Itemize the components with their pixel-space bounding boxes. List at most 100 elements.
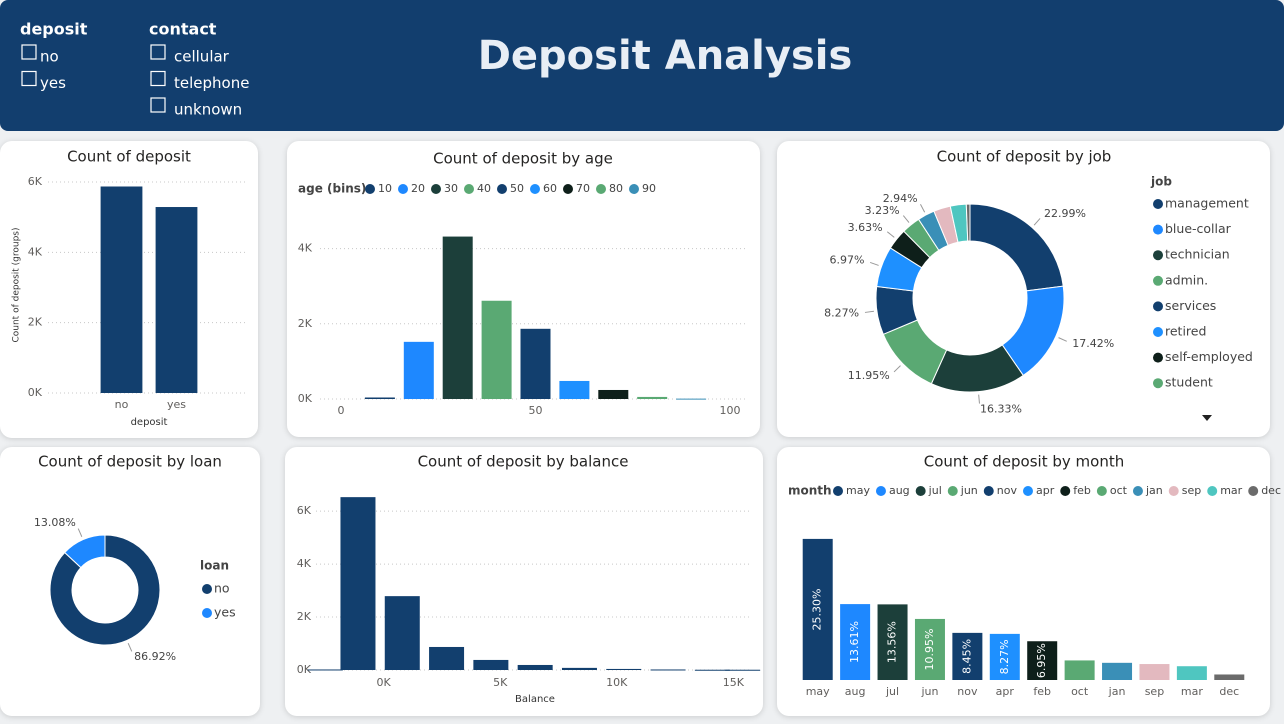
legend-label: 80	[609, 182, 623, 195]
bar	[100, 186, 143, 393]
bar	[637, 396, 668, 399]
leader-line	[869, 261, 879, 266]
checkbox[interactable]	[150, 44, 166, 60]
legend-dot	[1022, 486, 1033, 496]
data-label: 6.95%	[1035, 643, 1048, 678]
legend-label: 90	[642, 182, 656, 195]
x-tick-label: may	[806, 685, 830, 698]
legend-title: age (bins)	[298, 182, 366, 196]
bar	[598, 389, 629, 399]
x-tick-label: jul	[885, 685, 899, 698]
bar	[559, 380, 590, 399]
bar	[989, 633, 1020, 680]
data-label: 8.27%	[824, 306, 859, 319]
x-tick-label: apr	[996, 685, 1015, 698]
bar	[340, 497, 376, 670]
slicer-title: deposit	[20, 20, 88, 39]
leader-line	[978, 394, 980, 404]
legend-label: may	[846, 484, 870, 497]
legend-dot	[947, 486, 958, 496]
bar	[1027, 641, 1058, 680]
data-label: 16.33%	[980, 403, 1022, 416]
checkbox[interactable]	[150, 97, 166, 113]
bar	[517, 664, 553, 670]
chart-title: Count of deposit by age	[433, 150, 613, 168]
legend-dot	[464, 184, 474, 194]
legend-label: jan	[1145, 484, 1163, 497]
slicer-item[interactable]: no	[40, 48, 59, 66]
dashboard-title: Deposit Analysis	[478, 33, 853, 79]
card	[0, 447, 260, 716]
bar	[403, 341, 434, 399]
x-tick-label: yes	[167, 398, 186, 411]
bar	[1214, 674, 1245, 680]
chart-title: Count of deposit by loan	[38, 453, 222, 471]
legend-label: sep	[1182, 484, 1201, 497]
legend-dot	[365, 184, 375, 194]
x-tick-label: oct	[1071, 685, 1089, 698]
y-axis-label: Count of deposit (groups)	[12, 227, 22, 342]
legend-dot	[1153, 250, 1163, 261]
leader-line	[77, 528, 83, 538]
bar	[155, 207, 198, 393]
bar	[561, 667, 597, 670]
checkbox[interactable]	[21, 70, 37, 87]
leader-line	[920, 204, 926, 213]
legend-label: management	[1165, 196, 1249, 211]
slicer-item[interactable]: unknown	[174, 101, 242, 119]
bar	[802, 538, 833, 680]
legend-dot	[1132, 486, 1143, 496]
x-axis-label: Balance	[515, 694, 555, 705]
data-label: 86.92%	[134, 650, 176, 663]
bar	[481, 300, 512, 399]
y-tick-label: 6K	[28, 175, 43, 188]
legend-dot	[563, 184, 573, 194]
donut-slice	[64, 534, 106, 569]
legend-label: 10	[378, 182, 392, 195]
x-tick-label: 15K	[723, 676, 745, 689]
legend-dot	[629, 184, 639, 194]
legend-dot	[530, 184, 540, 194]
y-tick-label: 4K	[298, 242, 313, 255]
legend-label: feb	[1073, 484, 1091, 497]
legend-label: 20	[411, 182, 425, 195]
legend-dot	[1153, 378, 1163, 389]
x-tick-label: 0K	[377, 676, 392, 689]
data-label: 25.30%	[811, 588, 824, 630]
slicer-item[interactable]: cellular	[174, 48, 230, 66]
chart-title: Count of deposit	[67, 148, 191, 166]
legend-label: services	[1165, 298, 1216, 313]
checkbox[interactable]	[150, 70, 166, 87]
legend-dot	[431, 184, 441, 194]
data-label: 3.63%	[848, 221, 883, 234]
bar	[307, 669, 343, 671]
legend-dot	[1153, 199, 1163, 209]
legend-dot	[398, 184, 408, 194]
x-tick-label: 10K	[606, 676, 628, 689]
legend-scroll-arrow[interactable]	[1202, 415, 1212, 421]
leader-line	[902, 215, 910, 223]
data-label: 17.42%	[1072, 337, 1114, 350]
leader-line	[1033, 218, 1041, 226]
x-tick-label: 100	[720, 404, 741, 417]
bar	[914, 618, 945, 680]
slicer-title: contact	[149, 20, 217, 39]
y-tick-label: 6K	[297, 504, 312, 517]
data-label: 3.23%	[865, 204, 900, 217]
checkbox[interactable]	[21, 44, 37, 60]
legend-label: 70	[576, 182, 590, 195]
legend-label: jun	[960, 484, 978, 497]
legend-dot	[833, 486, 843, 496]
y-tick-label: 2K	[297, 610, 312, 623]
bar	[694, 669, 730, 671]
bar	[473, 659, 509, 670]
legend-dot	[875, 486, 886, 496]
y-tick-label: 0K	[297, 663, 312, 676]
legend-label: apr	[1036, 484, 1055, 497]
slicer-item[interactable]: yes	[40, 74, 66, 92]
legend-dot	[497, 184, 507, 194]
slicer-item[interactable]: telephone	[174, 74, 249, 92]
legend-dot	[202, 584, 212, 594]
x-tick-label: no	[115, 398, 129, 411]
legend-dot	[915, 486, 926, 496]
